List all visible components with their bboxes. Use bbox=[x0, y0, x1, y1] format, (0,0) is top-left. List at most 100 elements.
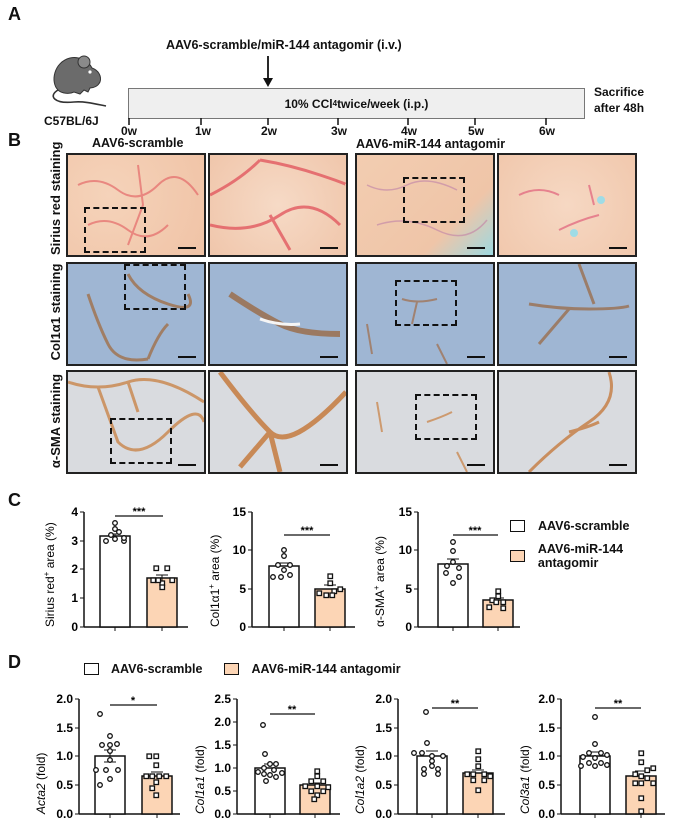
group-label-scramble: AAV6-scramble bbox=[92, 136, 184, 150]
svg-text:2.0: 2.0 bbox=[538, 692, 555, 706]
zoom-region-box bbox=[395, 280, 457, 326]
data-points-scramble bbox=[411, 709, 446, 777]
legend-swatch-scramble bbox=[510, 520, 525, 532]
treatment-text-post: twice/week (i.p.) bbox=[337, 96, 429, 111]
legend-label-antagomir: AAV6-miR-144 antagomir bbox=[537, 542, 624, 570]
scale-bar bbox=[609, 464, 627, 466]
row-label-col1a1: Col1α1 staining bbox=[48, 263, 63, 361]
svg-text:0.0: 0.0 bbox=[375, 807, 392, 821]
svg-text:10: 10 bbox=[233, 543, 247, 557]
panel-label-a: A bbox=[8, 4, 21, 24]
injection-arrow-icon bbox=[263, 56, 273, 87]
svg-text:0: 0 bbox=[71, 620, 78, 634]
legend-swatch-scramble bbox=[84, 663, 99, 675]
significance-marker: ** bbox=[288, 704, 297, 716]
svg-text:0.0: 0.0 bbox=[214, 807, 231, 821]
svg-text:2.0: 2.0 bbox=[375, 692, 392, 706]
svg-text:0.0: 0.0 bbox=[56, 807, 73, 821]
scale-bar bbox=[178, 247, 196, 249]
significance-marker: *** bbox=[301, 525, 315, 537]
chart-col1a2-fold: 2.0 1.5 1.0 0.5 0.0 Col1a2 (fold) ** bbox=[353, 692, 505, 821]
scale-bar bbox=[467, 247, 485, 249]
mouse-icon bbox=[52, 55, 107, 107]
y-axis-label: Acta2 (fold) bbox=[34, 753, 48, 815]
chart-col3a1-fold: 2.0 1.5 1.0 0.5 0.0 Col3a1 (fold) ** bbox=[518, 692, 665, 821]
tick-4w: 4w bbox=[401, 124, 418, 138]
row-label-asma: α-SMA staining bbox=[48, 373, 63, 469]
data-points-scramble bbox=[93, 711, 121, 788]
svg-text:2: 2 bbox=[71, 562, 78, 576]
tick-2w: 2w bbox=[261, 124, 278, 138]
legend-swatch-antagomir bbox=[510, 550, 525, 562]
svg-text:2.5: 2.5 bbox=[214, 692, 231, 706]
panel-label-b: B bbox=[8, 130, 21, 150]
scale-bar bbox=[609, 247, 627, 249]
svg-text:1.0: 1.0 bbox=[375, 749, 392, 763]
y-axis-label: Col1a1 (fold) bbox=[193, 745, 207, 814]
sacrifice-line1: Sacrifice bbox=[594, 85, 645, 99]
significance-marker: * bbox=[131, 695, 136, 707]
image-col1a1-antagomir-high bbox=[497, 262, 637, 366]
svg-text:0: 0 bbox=[405, 620, 412, 634]
svg-text:15: 15 bbox=[233, 505, 247, 519]
svg-text:1: 1 bbox=[71, 591, 78, 605]
zoom-region-box bbox=[110, 418, 172, 464]
sacrifice-line2: after 48h bbox=[594, 101, 645, 115]
treatment-bar: 10% CCl 4 twice/week (i.p.) bbox=[128, 88, 585, 119]
tick-3w: 3w bbox=[331, 124, 348, 138]
image-sirius-scramble-low bbox=[66, 153, 206, 257]
chart-sirius-red-area: 4 3 2 1 0 Sirius red+ area (%) *** bbox=[42, 505, 188, 634]
data-points-antagomir bbox=[464, 748, 494, 794]
scale-bar bbox=[609, 356, 627, 358]
tick-0w: 0w bbox=[121, 124, 138, 138]
timeline-ticks bbox=[128, 118, 547, 125]
scale-bar bbox=[467, 356, 485, 358]
bar-antagomir bbox=[462, 772, 494, 815]
svg-text:1.0: 1.0 bbox=[56, 749, 73, 763]
bar-scramble bbox=[99, 535, 131, 628]
zoom-region-box bbox=[84, 207, 146, 253]
significance-marker: *** bbox=[469, 525, 483, 537]
injection-label: AAV6-scramble/miR-144 antagomir (i.v.) bbox=[166, 38, 402, 52]
row-label-sirius-red: Sirius red staining bbox=[48, 141, 63, 255]
svg-text:5: 5 bbox=[239, 582, 246, 596]
legend-c: AAV6-scramble AAV6-miR-144 antagomir bbox=[510, 519, 686, 570]
data-points-scramble bbox=[255, 722, 285, 784]
svg-text:1.0: 1.0 bbox=[214, 761, 231, 775]
treatment-text-sub: 4 bbox=[332, 99, 338, 108]
data-points-antagomir bbox=[150, 565, 176, 591]
svg-text:0.5: 0.5 bbox=[214, 784, 231, 798]
image-asma-scramble-high bbox=[208, 370, 348, 474]
bar-scramble bbox=[437, 563, 469, 628]
svg-text:2.0: 2.0 bbox=[56, 692, 73, 706]
panel-label-c: C bbox=[8, 490, 21, 510]
image-sirius-scramble-high bbox=[208, 153, 348, 257]
legend-label-scramble: AAV6-scramble bbox=[538, 519, 630, 533]
image-col1a1-scramble-high bbox=[208, 262, 348, 366]
chart-acta2: 2.0 1.5 1.0 0.5 0.0 Acta2 (fold) * bbox=[34, 692, 180, 821]
image-asma-scramble-low bbox=[66, 370, 206, 474]
legend-item-antagomir: AAV6-miR-144 antagomir bbox=[510, 542, 686, 570]
panel-label-d: D bbox=[8, 652, 21, 672]
significance-marker: ** bbox=[451, 698, 460, 710]
significance-marker: *** bbox=[133, 506, 147, 518]
svg-text:0.5: 0.5 bbox=[538, 778, 555, 792]
legend-item-scramble: AAV6-scramble bbox=[510, 519, 686, 533]
scale-bar bbox=[320, 356, 338, 358]
zoom-region-box bbox=[415, 394, 477, 440]
data-points-antagomir bbox=[486, 588, 507, 612]
data-points-antagomir bbox=[302, 768, 332, 803]
image-sirius-antagomir-low bbox=[355, 153, 495, 257]
data-points-scramble bbox=[578, 714, 610, 769]
svg-text:1.5: 1.5 bbox=[375, 721, 392, 735]
legend-swatch-antagomir bbox=[224, 663, 240, 675]
data-points-antagomir bbox=[316, 573, 344, 599]
y-axis-label: α-SMA+ area (%) bbox=[372, 536, 387, 627]
scale-bar bbox=[320, 247, 338, 249]
svg-text:15: 15 bbox=[399, 505, 413, 519]
scale-bar bbox=[178, 356, 196, 358]
image-sirius-antagomir-high bbox=[497, 153, 637, 257]
svg-text:1.0: 1.0 bbox=[538, 749, 555, 763]
tick-6w: 6w bbox=[539, 124, 556, 138]
chart-col1a1-fold: 2.5 2.0 1.5 1.0 0.5 0.0 Col1a1 (fold) ** bbox=[193, 692, 340, 821]
